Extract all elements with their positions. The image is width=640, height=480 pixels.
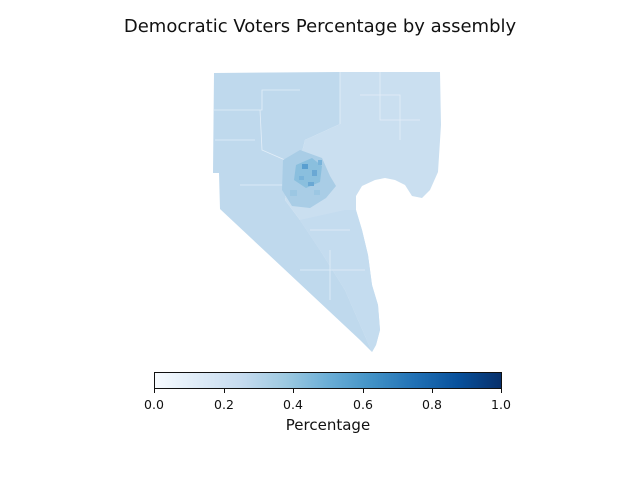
colorbar-tick-label: 0.8: [422, 397, 442, 412]
map-region-south: [300, 210, 380, 352]
urban-precinct-cluster: [282, 150, 336, 208]
colorbar-tick: [501, 389, 502, 393]
colorbar-tick: [432, 389, 433, 393]
colorbar-tick: [154, 389, 155, 393]
colorbar: [154, 372, 502, 389]
map-region-west: [213, 72, 372, 352]
precinct-boundaries: [214, 72, 420, 300]
colorbar-tick: [293, 389, 294, 393]
colorbar-tick: [363, 389, 364, 393]
colorbar-label: Percentage: [285, 416, 371, 434]
colorbar-tick-label: 0.0: [144, 397, 164, 412]
colorbar-tick-label: 1.0: [491, 397, 511, 412]
colorbar-tick-label: 0.2: [214, 397, 234, 412]
colorbar-tick: [224, 389, 225, 393]
chart-title: Democratic Voters Percentage by assembly: [123, 16, 517, 37]
map-region-east: [285, 72, 441, 352]
colorbar-tick-label: 0.4: [283, 397, 303, 412]
colorbar-tick-label: 0.6: [353, 397, 373, 412]
